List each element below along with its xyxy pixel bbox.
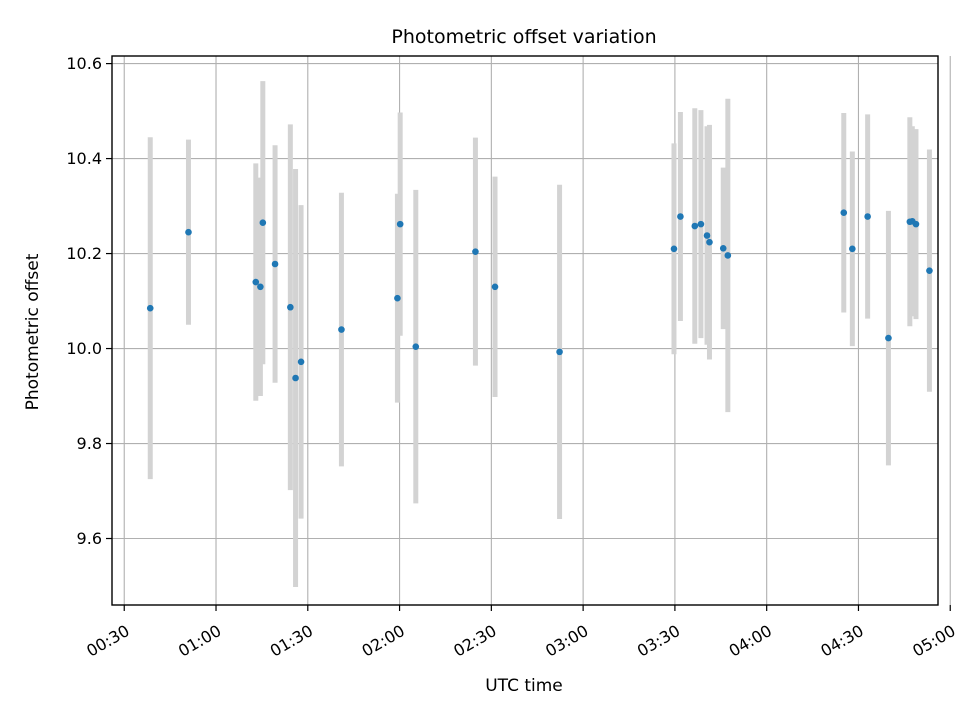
data-point — [697, 220, 705, 228]
data-point — [556, 348, 563, 356]
data-point — [670, 245, 678, 253]
y-axis-label: Photometric offset — [23, 253, 43, 410]
data-point — [292, 374, 299, 382]
plot-frame — [111, 55, 939, 606]
data-point — [864, 213, 871, 220]
y-tick-label: 10.6 — [66, 54, 102, 73]
data-point — [185, 228, 192, 236]
data-point — [912, 220, 920, 228]
data-points — [146, 209, 933, 382]
y-tick-label: 10.2 — [66, 244, 102, 263]
data-point — [252, 278, 260, 286]
data-point — [677, 213, 684, 220]
data-point — [257, 283, 264, 291]
data-point — [394, 294, 401, 302]
data-point — [146, 304, 154, 312]
data-point — [885, 334, 892, 342]
data-point — [259, 219, 267, 226]
data-point — [297, 358, 305, 366]
data-point — [926, 267, 933, 274]
data-point — [706, 238, 713, 246]
y-tick-label: 9.8 — [77, 434, 102, 453]
data-point — [691, 222, 699, 230]
grid — [112, 56, 951, 605]
y-tick-label: 9.6 — [77, 529, 102, 548]
x-axis-label: UTC time — [485, 676, 563, 696]
data-point — [719, 245, 727, 252]
data-point — [287, 303, 294, 311]
y-tick-label: 10.4 — [66, 149, 102, 168]
data-point — [472, 248, 479, 255]
data-point — [396, 220, 404, 228]
data-point — [338, 326, 345, 333]
data-point — [840, 209, 848, 217]
data-point — [491, 283, 499, 291]
data-point — [849, 245, 856, 253]
data-point — [412, 343, 420, 350]
data-point — [724, 252, 732, 259]
y-tick-label: 10.0 — [66, 339, 102, 358]
data-point — [271, 260, 279, 268]
y-axis-ticks: 9.6 9.8 10.0 10.2 10.4 10.6 — [66, 54, 112, 548]
data-point — [703, 232, 711, 239]
chart-title: Photometric offset variation — [391, 26, 656, 48]
